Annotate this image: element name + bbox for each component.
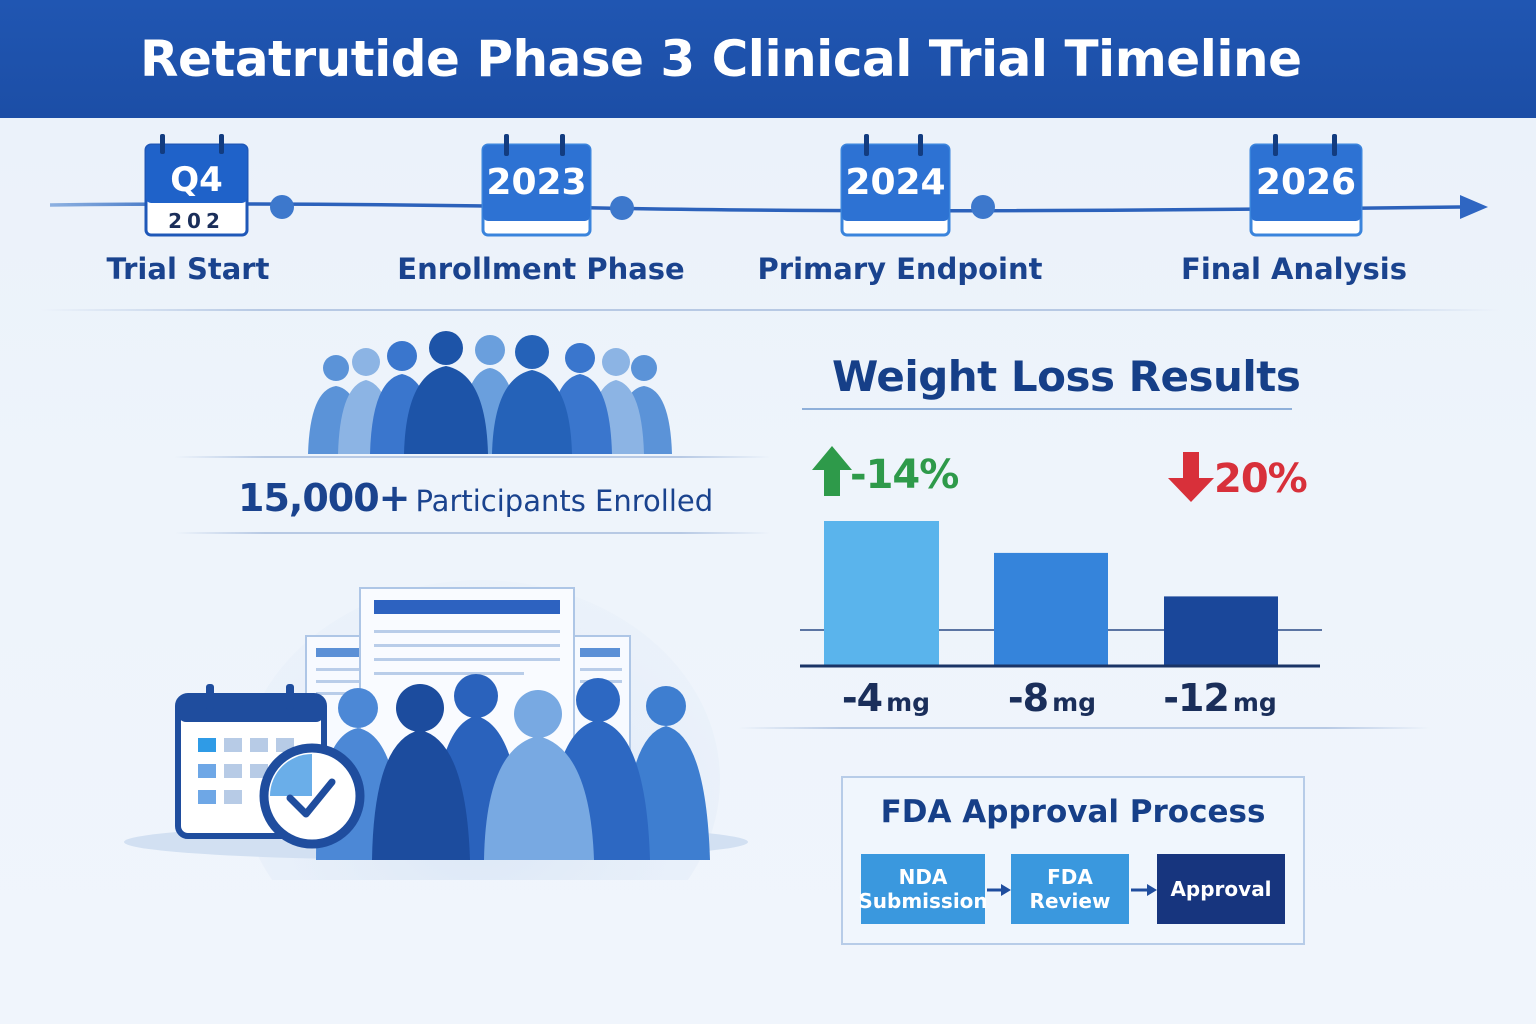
header-banner: Retatrutide Phase 3 Clinical Trial Timel… bbox=[0, 0, 1536, 118]
enrollment-stat: 15,000+ Participants Enrolled bbox=[238, 476, 713, 520]
results-divider bbox=[738, 727, 1430, 729]
arrow-down-icon bbox=[1168, 452, 1214, 502]
timeline-arrow-icon bbox=[1460, 195, 1488, 219]
milestone-label-primary-endpoint: Primary Endpoint bbox=[757, 252, 1043, 286]
crowd-illustration bbox=[308, 331, 672, 454]
enrollment-count: 15,000+ bbox=[238, 476, 410, 520]
bar-1 bbox=[824, 521, 939, 666]
arrow-right-icon bbox=[1131, 884, 1157, 896]
fda-title: FDA Approval Process bbox=[880, 794, 1266, 830]
timeline-graphic bbox=[49, 134, 1488, 237]
calendar-icon bbox=[840, 134, 951, 237]
dose-value: -4 bbox=[841, 676, 883, 720]
calendar-check-icon bbox=[175, 684, 365, 849]
milestone-label-enrollment: Enrollment Phase bbox=[397, 252, 685, 286]
calendar-icon bbox=[481, 134, 592, 237]
indicator-down-value: 20% bbox=[1214, 456, 1308, 502]
arrow-up-icon bbox=[812, 446, 852, 496]
fda-approval-panel: FDA Approval Process NDA Submission FDA Re… bbox=[841, 776, 1305, 945]
enrollment-divider-top bbox=[175, 456, 770, 458]
people-group-illustration bbox=[316, 674, 710, 860]
bar-3 bbox=[1164, 596, 1278, 666]
step-approval: Approval bbox=[1157, 854, 1285, 924]
step-nda-submission: NDA Submission bbox=[858, 854, 988, 924]
dose-unit: mg bbox=[1232, 688, 1277, 717]
arrow-right-icon bbox=[987, 884, 1011, 896]
calendar-icon bbox=[1249, 134, 1363, 237]
indicator-up-value: -14% bbox=[850, 452, 959, 498]
results-title-underline bbox=[802, 408, 1292, 410]
dose-unit: mg bbox=[1052, 688, 1097, 717]
timeline-dot bbox=[610, 196, 634, 220]
enrollment-divider-bottom bbox=[175, 532, 770, 534]
timeline-dot bbox=[270, 195, 294, 219]
calendar-quarter: Q4 bbox=[170, 160, 223, 200]
calendar-year: 2026 bbox=[1255, 162, 1357, 203]
milestone-label-final-analysis: Final Analysis bbox=[1181, 252, 1407, 286]
step-fda-review: FDA Review bbox=[1011, 854, 1129, 924]
trial-illustration bbox=[124, 580, 748, 880]
page-title: Retatrutide Phase 3 Clinical Trial Timel… bbox=[140, 30, 1302, 88]
timeline-dot bbox=[971, 195, 995, 219]
results-title: Weight Loss Results bbox=[832, 352, 1301, 401]
section-divider bbox=[40, 309, 1500, 311]
calendar-year: 2023 bbox=[486, 162, 587, 203]
enrollment-caption: Participants Enrolled bbox=[415, 484, 714, 518]
dose-value: -12 bbox=[1163, 676, 1230, 720]
calendar-year-partial: 202 bbox=[168, 209, 225, 233]
dose-value: -8 bbox=[1007, 676, 1049, 720]
milestone-label-trial-start: Trial Start bbox=[106, 252, 270, 286]
timeline-line bbox=[49, 202, 1461, 213]
dose-label: -4 mg bbox=[842, 676, 930, 720]
bar-2 bbox=[994, 552, 1108, 666]
dose-unit: mg bbox=[886, 688, 931, 717]
weight-loss-bar-chart bbox=[800, 521, 1322, 668]
calendar-icon bbox=[144, 134, 249, 237]
dose-label: -8 mg bbox=[1008, 676, 1096, 720]
calendar-year: 2024 bbox=[845, 162, 946, 203]
dose-label: -12 mg bbox=[1163, 676, 1277, 720]
